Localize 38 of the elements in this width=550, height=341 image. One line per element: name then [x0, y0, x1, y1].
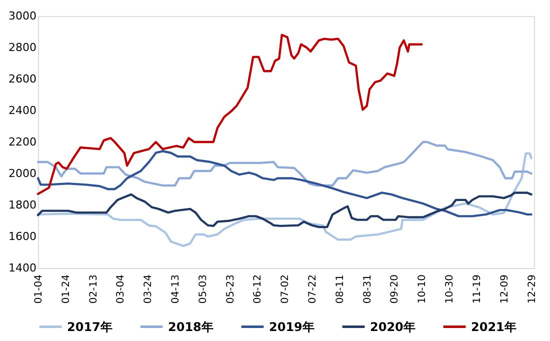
- legend-label: 2019年: [269, 320, 314, 334]
- y-tick-label: 2400: [8, 104, 36, 117]
- x-tick-label: 03-24: [143, 274, 154, 304]
- y-tick-label: 2800: [8, 41, 36, 54]
- y-tick-label: 1600: [8, 230, 36, 243]
- x-tick-label: 08-31: [362, 274, 374, 304]
- y-tick-label: 1400: [8, 262, 36, 274]
- x-tick-label: 10-30: [444, 274, 456, 304]
- x-tick-label: 03-04: [116, 274, 127, 304]
- y-tick-label: 2600: [8, 72, 36, 86]
- x-tick-label: 06-12: [252, 274, 264, 304]
- y-tick-label: 1800: [8, 198, 36, 212]
- line-series: [36, 140, 532, 187]
- x-tick-label: 01-24: [60, 274, 72, 304]
- y-tick-label: 2000: [8, 167, 36, 180]
- legend-label: 2017年: [67, 320, 112, 334]
- x-tick-label: 05-03: [198, 274, 209, 304]
- legend-label: 2020年: [370, 320, 416, 334]
- y-tick-label: 3000: [8, 10, 36, 22]
- x-tick-label: 07-22: [308, 274, 319, 304]
- line-series: [36, 152, 532, 248]
- x-tick-label: 11-19: [472, 274, 483, 304]
- x-tick-label: 12-09: [499, 274, 510, 304]
- line-series: [36, 150, 532, 218]
- line-series: [36, 34, 423, 196]
- line-series: [36, 192, 532, 228]
- x-tick-label: 10-10: [417, 274, 428, 304]
- y-tick-label: 2200: [8, 136, 36, 148]
- x-tick-label: 07-02: [280, 274, 292, 304]
- x-tick-label: 04-13: [170, 274, 182, 304]
- x-tick-label: 02-13: [88, 274, 100, 304]
- x-tick-label: 01-04: [34, 274, 44, 304]
- x-tick-label: 08-11: [334, 274, 346, 304]
- legend-label: 2018年: [168, 320, 214, 334]
- x-tick-label: 05-23: [225, 274, 236, 304]
- x-tick-label: 09-20: [390, 274, 401, 304]
- legend-label: 2021年: [471, 320, 516, 334]
- x-tick-label: 12-29: [526, 274, 538, 304]
